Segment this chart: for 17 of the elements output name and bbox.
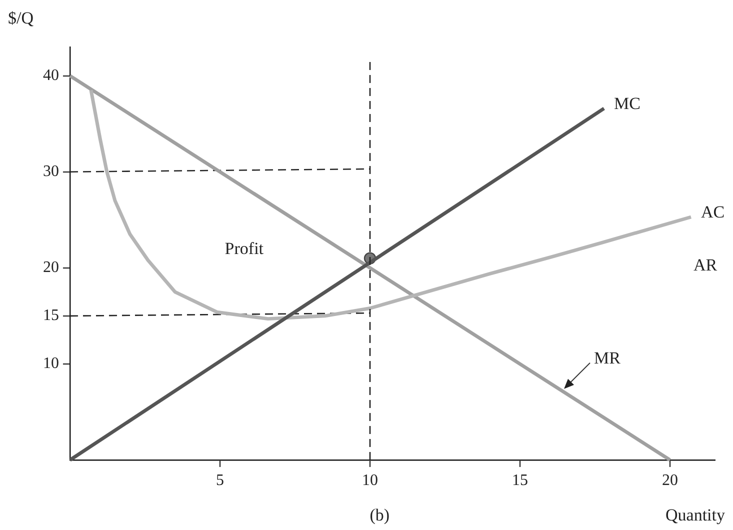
x-tick-label: 10 [362,472,378,489]
y-tick-label: 15 [43,307,59,324]
y-tick-label: 20 [43,259,59,276]
x-tick-label: 15 [512,472,528,489]
x-tick-label: 5 [216,472,224,489]
annotation: Profit [224,238,264,258]
y-tick-label: 10 [43,355,59,372]
y-axis-title: $/Q [8,8,34,28]
x-axis-title: Quantity [666,505,726,524]
annotation: AR [694,255,718,274]
y-tick-label: 40 [43,67,59,84]
text: (b) [370,505,390,524]
series-label: AC [701,202,725,222]
text: MR [594,348,622,368]
x-tick-label: 20 [662,472,678,489]
series-label: MC [614,94,640,113]
y-tick-label: 30 [43,163,59,180]
